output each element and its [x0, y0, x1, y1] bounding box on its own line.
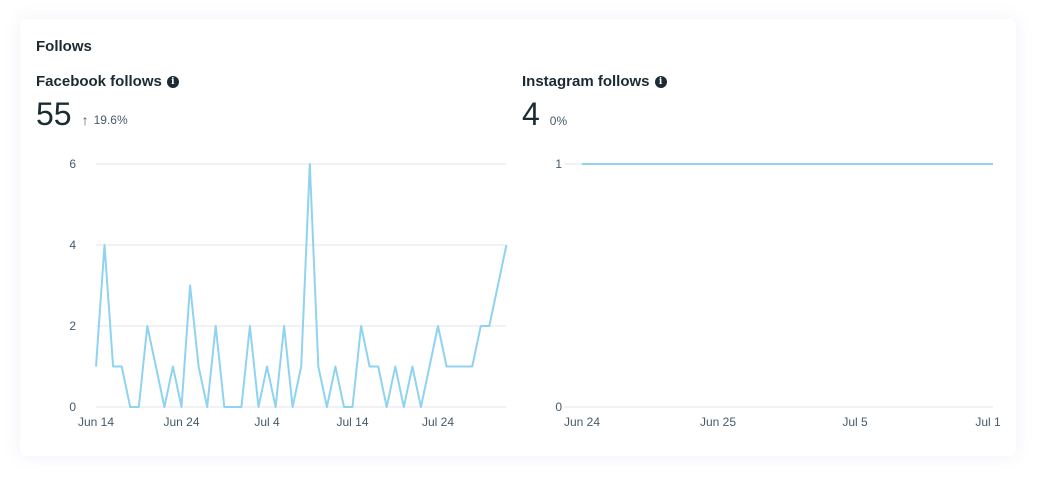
- facebook-delta-value: 19.6%: [93, 113, 128, 127]
- instagram-follows-metric: 4 0%: [522, 96, 567, 133]
- facebook-series-line[interactable]: [95, 163, 508, 408]
- instagram-follows-label: Instagram follows: [522, 73, 650, 90]
- instagram-follows-delta: 0%: [550, 114, 567, 128]
- facebook-follows-heading: Facebook follows i: [36, 73, 179, 90]
- facebook-follows-value: 55: [36, 96, 72, 132]
- facebook-follows-chart: 0 2 4 6 Jun 14 Jun 24 Jul 4 Jul 14 Jul 24: [69, 157, 508, 429]
- facebook-follows-metric: 55 ↑ 19.6%: [36, 96, 128, 133]
- x-tick-label: Jun 24: [564, 415, 600, 429]
- instagram-delta-value: 0%: [549, 114, 568, 128]
- card-title: Follows: [36, 38, 92, 55]
- x-tick-label: Jul 4: [254, 415, 280, 429]
- x-tick-label: Jun 25: [700, 415, 736, 429]
- facebook-follows-panel: Facebook follows i 55 ↑ 19.6% 0 2 4 6 Jun 14…: [20, 19, 515, 456]
- arrow-up-icon: ↑: [81, 112, 89, 128]
- x-tick-label: Jul 1: [975, 415, 1001, 429]
- x-tick-label: Jul 24: [422, 415, 454, 429]
- facebook-follows-label: Facebook follows: [36, 73, 162, 90]
- instagram-follows-chart: 0 1 Jun 24 Jun 25 Jul 5 Jul 1: [555, 157, 1001, 429]
- x-tick-label: Jul 14: [336, 415, 368, 429]
- y-tick-label: 0: [69, 400, 76, 414]
- instagram-follows-heading: Instagram follows i: [522, 73, 667, 90]
- instagram-follows-panel: Instagram follows i 4 0% 0 1 Jun 24 Jun 25 J…: [506, 19, 1016, 456]
- y-tick-label: 1: [555, 157, 562, 171]
- x-tick-label: Jun 24: [163, 415, 199, 429]
- x-tick-label: Jun 14: [78, 415, 114, 429]
- info-icon[interactable]: i: [654, 75, 667, 88]
- y-tick-label: 4: [69, 238, 76, 252]
- y-tick-label: 0: [555, 400, 562, 414]
- facebook-follows-delta: ↑ 19.6%: [82, 112, 128, 128]
- info-icon[interactable]: i: [166, 75, 179, 88]
- y-tick-label: 2: [69, 319, 76, 333]
- follows-card: Follows Facebook follows i 55 ↑ 19.6% 0 2…: [20, 19, 1016, 456]
- instagram-follows-value: 4: [522, 96, 540, 132]
- y-tick-label: 6: [69, 157, 76, 171]
- x-tick-label: Jul 5: [842, 415, 868, 429]
